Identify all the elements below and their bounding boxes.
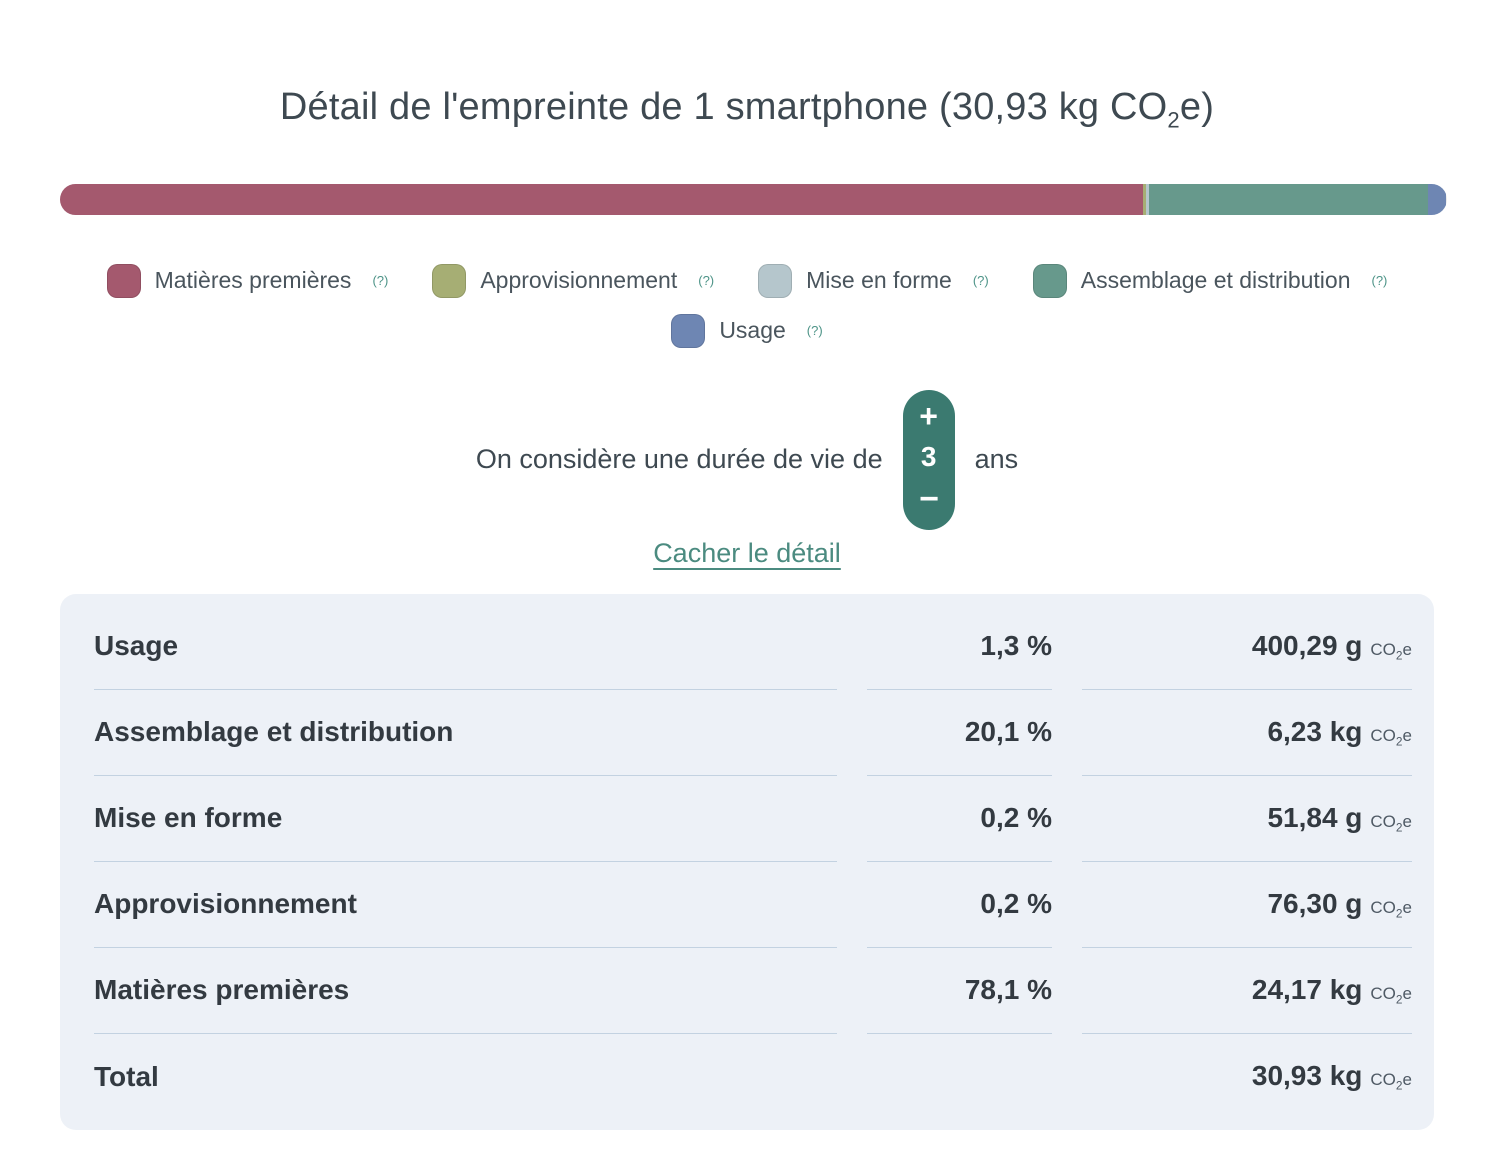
lifetime-unit: ans — [974, 444, 1019, 475]
row-percent: 78,1 % — [867, 948, 1052, 1034]
row-value: 24,17 kg CO2e — [1082, 948, 1412, 1034]
co2e-unit: CO2e — [1370, 725, 1412, 749]
legend-label: Mise en forme — [806, 267, 952, 294]
legend-label: Usage — [719, 317, 786, 344]
legend-item-matieres-premieres: Matières premières (?) — [106, 263, 389, 298]
row-percent: 0,2 % — [867, 862, 1052, 948]
help-icon[interactable]: (?) — [372, 273, 389, 289]
row-value: 51,84 g CO2e — [1082, 776, 1412, 862]
legend-swatch-approvisionnement — [432, 263, 467, 298]
co2e-unit: CO2e — [1370, 811, 1412, 835]
bar-segment-matieres-premieres[interactable] — [60, 183, 1144, 215]
bar-segment-assemblage-et-distribution[interactable] — [1148, 183, 1428, 215]
bar-segment-approvisionnement[interactable] — [1143, 183, 1146, 215]
table-row-usage: Usage 1,3 % 400,29 g CO2e — [94, 604, 1412, 690]
legend-label: Assemblage et distribution — [1080, 267, 1351, 294]
co2e-unit: CO2e — [1370, 639, 1412, 663]
legend-row-1: Matières premières (?) Approvisionnement… — [0, 263, 1494, 298]
row-value: 6,23 kg CO2e — [1082, 690, 1412, 776]
row-percent: 0,2 % — [867, 776, 1052, 862]
row-percent: 1,3 % — [867, 604, 1052, 690]
table-row-total: Total 30,93 kg CO2e — [94, 1034, 1412, 1120]
bar-segment-mise-en-forme[interactable] — [1146, 183, 1149, 215]
row-label: Assemblage et distribution — [94, 690, 837, 776]
row-label: Mise en forme — [94, 776, 837, 862]
increment-button[interactable]: + — [919, 397, 938, 434]
footprint-stacked-bar — [60, 183, 1447, 215]
legend-swatch-assemblage-et-distribution — [1032, 263, 1067, 298]
row-label: Usage — [94, 604, 837, 690]
lifetime-stepper: + 3 − — [902, 389, 955, 530]
table-row-mise-en-forme: Mise en forme 0,2 % 51,84 g CO2e — [94, 776, 1412, 862]
row-label: Approvisionnement — [94, 862, 837, 948]
table-row-approvisionnement: Approvisionnement 0,2 % 76,30 g CO2e — [94, 862, 1412, 948]
detail-table: Usage 1,3 % 400,29 g CO2e Assemblage et d… — [60, 593, 1434, 1130]
legend-item-usage: Usage (?) — [671, 313, 823, 348]
row-value-number: 400,29 g — [1251, 629, 1363, 661]
legend-swatch-matieres-premieres — [106, 263, 141, 298]
legend-item-approvisionnement: Approvisionnement (?) — [432, 263, 715, 298]
legend-swatch-usage — [671, 313, 706, 348]
row-label: Matières premières — [94, 948, 837, 1034]
co2e-unit: CO2e — [1370, 897, 1412, 921]
help-icon[interactable]: (?) — [806, 323, 823, 339]
co2e-unit: CO2e — [1370, 1070, 1412, 1093]
total-value-number: 30,93 kg — [1251, 1060, 1363, 1092]
row-value-number: 51,84 g — [1267, 801, 1363, 833]
row-percent: 20,1 % — [867, 690, 1052, 776]
lifetime-text: On considère une durée de vie de — [475, 444, 883, 475]
legend-item-mise-en-forme: Mise en forme (?) — [758, 263, 989, 298]
legend-item-assemblage-et-distribution: Assemblage et distribution (?) — [1032, 263, 1388, 298]
lifetime-row: On considère une durée de vie de + 3 − a… — [0, 389, 1494, 530]
help-icon[interactable]: (?) — [1371, 273, 1388, 289]
legend-swatch-mise-en-forme — [758, 263, 793, 298]
lifetime-value: 3 — [920, 440, 937, 472]
help-icon[interactable]: (?) — [972, 273, 989, 289]
row-value: 76,30 g CO2e — [1082, 862, 1412, 948]
row-value-number: 76,30 g — [1267, 887, 1363, 919]
page-title-text: Détail de l'empreinte de 1 smartphone (3… — [279, 86, 1168, 128]
row-value-number: 24,17 kg — [1251, 973, 1363, 1005]
help-icon[interactable]: (?) — [698, 273, 715, 289]
row-value: 400,29 g CO2e — [1082, 604, 1412, 690]
hide-detail-link[interactable]: Cacher le détail — [653, 537, 841, 568]
page-title: Détail de l'empreinte de 1 smartphone (3… — [0, 86, 1494, 134]
total-value: 30,93 kg CO2e — [1082, 1034, 1412, 1120]
legend-label: Approvisionnement — [480, 267, 678, 294]
page-title-subscript: 2 — [1167, 107, 1180, 133]
table-row-assemblage-et-distribution: Assemblage et distribution 20,1 % 6,23 k… — [94, 690, 1412, 776]
co2e-unit: CO2e — [1370, 983, 1412, 1007]
row-value-number: 6,23 kg — [1267, 715, 1363, 747]
total-label: Total — [94, 1060, 159, 1092]
total-percent-empty — [867, 1034, 1052, 1120]
toggle-wrap: Cacher le détail — [0, 538, 1494, 569]
legend-row-2: Usage (?) — [0, 313, 1494, 348]
legend: Matières premières (?) Approvisionnement… — [0, 263, 1494, 348]
table-row-matieres-premieres: Matières premières 78,1 % 24,17 kg CO2e — [94, 948, 1412, 1034]
page-title-suffix: e) — [1179, 86, 1215, 128]
bar-segment-usage[interactable] — [1427, 183, 1446, 215]
decrement-button[interactable]: − — [919, 479, 939, 518]
legend-label: Matières premières — [154, 267, 352, 294]
